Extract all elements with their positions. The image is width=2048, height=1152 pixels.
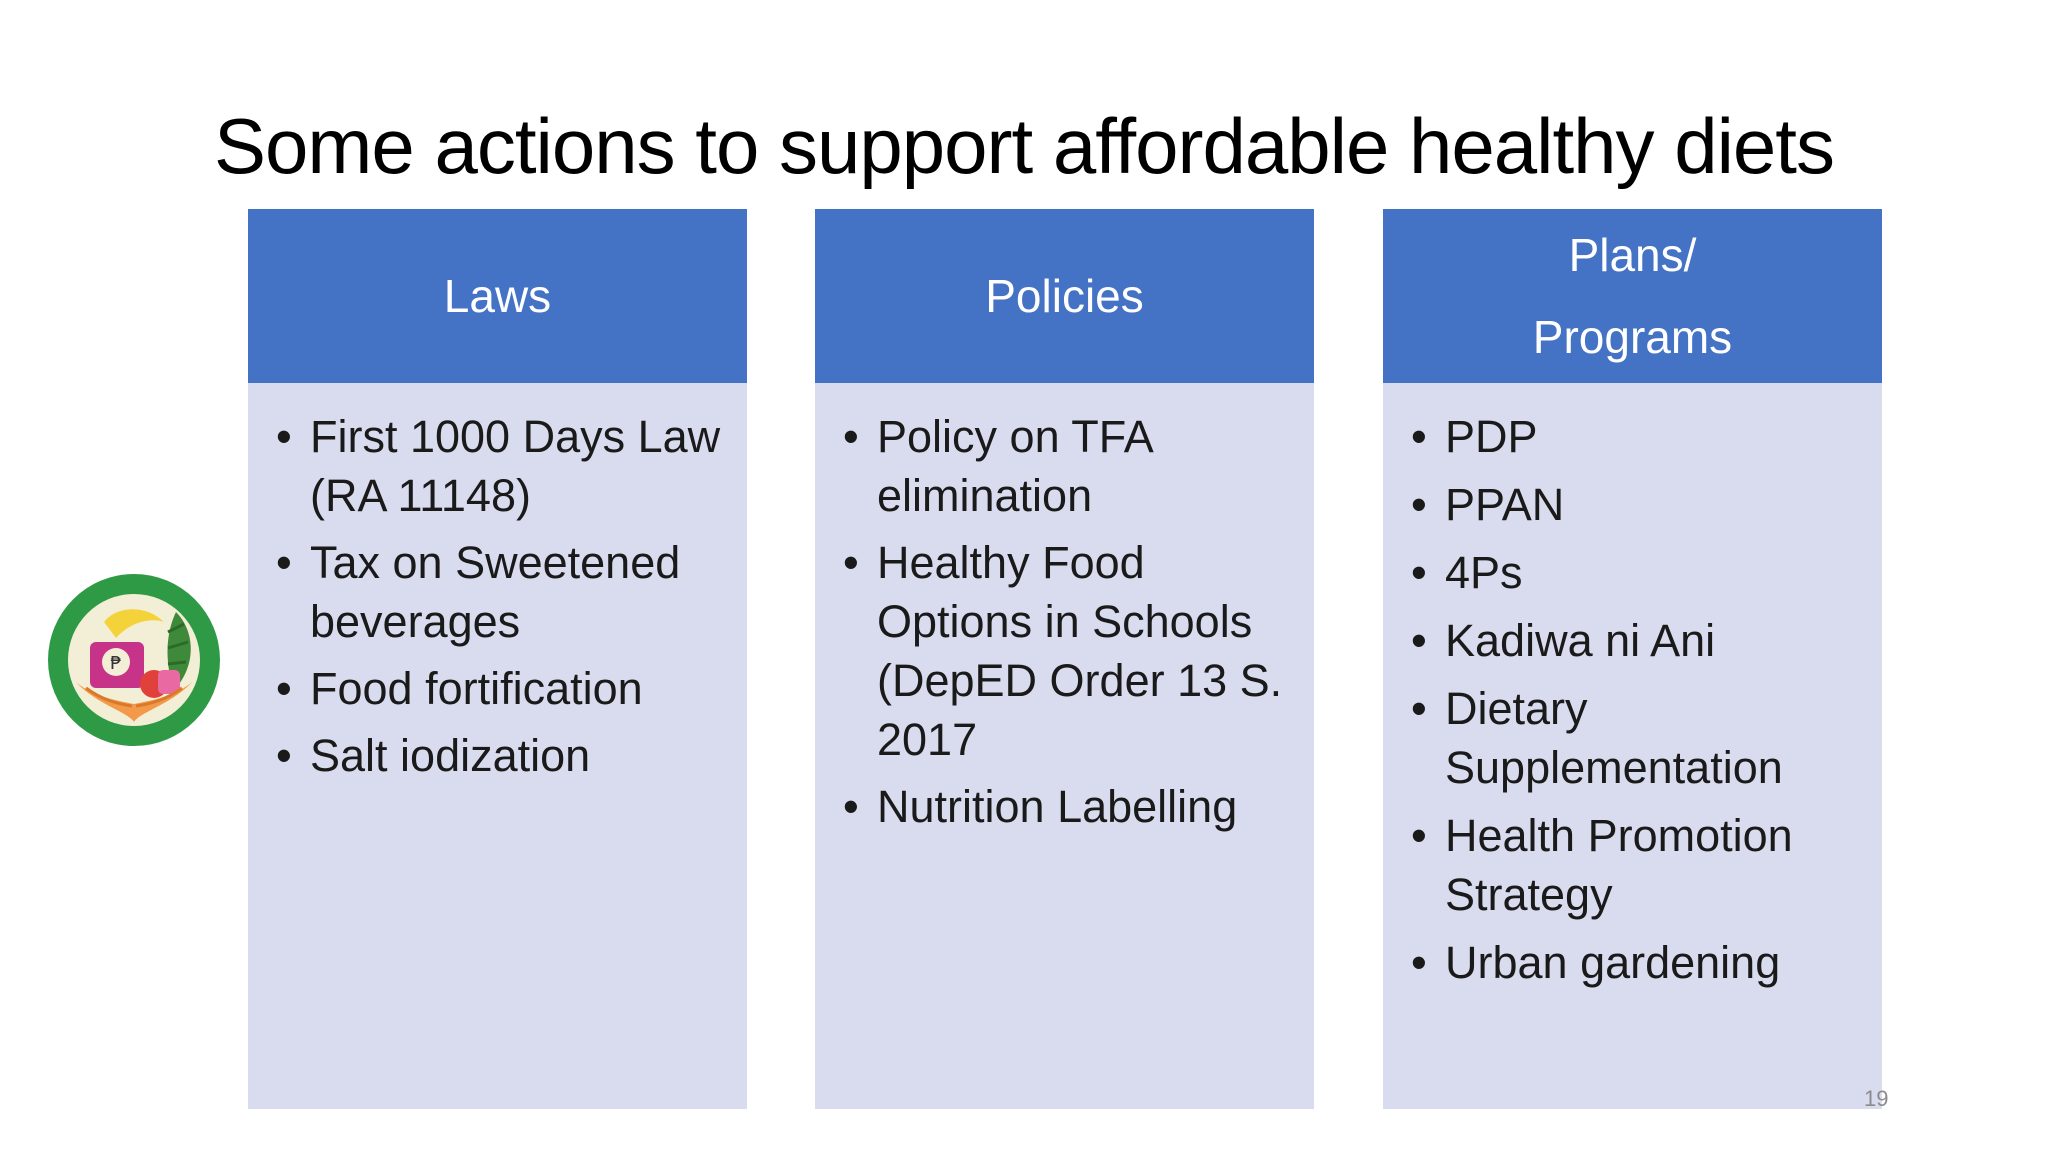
plans-programs-header: Plans/ Programs bbox=[1383, 209, 1882, 383]
list-item: • Tax on Sweetened beverages bbox=[276, 533, 729, 651]
plans-programs-column: Plans/ Programs • PDP • PPAN • 4Ps • Kadiwa … bbox=[1383, 209, 1882, 1109]
list-item: • Dietary Supplementation bbox=[1411, 679, 1864, 797]
policies-column: Policies • Policy on TFA elimination • Hea… bbox=[815, 209, 1314, 1109]
list-item: • 4Ps bbox=[1411, 543, 1864, 602]
list-item: • Policy on TFA elimination bbox=[843, 407, 1296, 525]
laws-body: • First 1000 Days Law (RA 11148) • Tax on … bbox=[248, 383, 747, 1109]
laws-header-label: Laws bbox=[443, 270, 552, 322]
policies-body: • Policy on TFA elimination • Healthy Food… bbox=[815, 383, 1314, 1109]
laws-column: Laws • First 1000 Days Law (RA 11148) • Ta… bbox=[248, 209, 747, 1109]
policies-header-label: Policies bbox=[985, 270, 1144, 322]
bullet-icon: • bbox=[276, 730, 292, 781]
svg-text:₱: ₱ bbox=[110, 653, 121, 674]
bullet-icon: • bbox=[1411, 479, 1427, 530]
plans-programs-body: • PDP • PPAN • 4Ps • Kadiwa ni Ani • Dietary … bbox=[1383, 383, 1882, 1109]
list-item: • Salt iodization bbox=[276, 726, 729, 785]
bullet-icon: • bbox=[843, 781, 859, 832]
bullet-icon: • bbox=[1411, 683, 1427, 734]
bullet-icon: • bbox=[1411, 547, 1427, 598]
bullet-icon: • bbox=[1411, 615, 1427, 666]
healthy-food-hands-logo-icon: ₱ bbox=[46, 572, 222, 748]
bullet-icon: • bbox=[276, 411, 292, 462]
page-number: 19 bbox=[1864, 1086, 1889, 1111]
list-item: • Nutrition Labelling bbox=[843, 777, 1296, 836]
laws-header: Laws bbox=[248, 209, 747, 383]
list-item: • First 1000 Days Law (RA 11148) bbox=[276, 407, 729, 525]
bullet-icon: • bbox=[276, 663, 292, 714]
list-item: • Health Promotion Strategy bbox=[1411, 806, 1864, 924]
list-item: • PDP bbox=[1411, 407, 1864, 466]
bullet-icon: • bbox=[1411, 810, 1427, 861]
plans-header-line-2: Programs bbox=[1532, 311, 1733, 363]
list-item: • Food fortification bbox=[276, 659, 729, 718]
plans-programs-list: • PDP • PPAN • 4Ps • Kadiwa ni Ani • Dietary … bbox=[1383, 383, 1882, 992]
list-item: • Kadiwa ni Ani bbox=[1411, 611, 1864, 670]
plans-header-line-1: Plans/ bbox=[1568, 229, 1697, 281]
list-item: • Healthy Food Options in Schools (DepED … bbox=[843, 533, 1296, 769]
bullet-icon: • bbox=[1411, 411, 1427, 462]
list-item: • PPAN bbox=[1411, 475, 1864, 534]
bullet-icon: • bbox=[843, 537, 859, 588]
list-item: • Urban gardening bbox=[1411, 933, 1864, 992]
logo-graphic: ₱ bbox=[48, 574, 220, 746]
bullet-icon: • bbox=[1411, 937, 1427, 988]
bullet-icon: • bbox=[843, 411, 859, 462]
laws-list: • First 1000 Days Law (RA 11148) • Tax on … bbox=[248, 383, 747, 785]
policies-header: Policies bbox=[815, 209, 1314, 383]
slide-title: Some actions to support affordable healt… bbox=[214, 102, 1835, 190]
bullet-icon: • bbox=[276, 537, 292, 588]
policies-list: • Policy on TFA elimination • Healthy Food… bbox=[815, 383, 1314, 836]
